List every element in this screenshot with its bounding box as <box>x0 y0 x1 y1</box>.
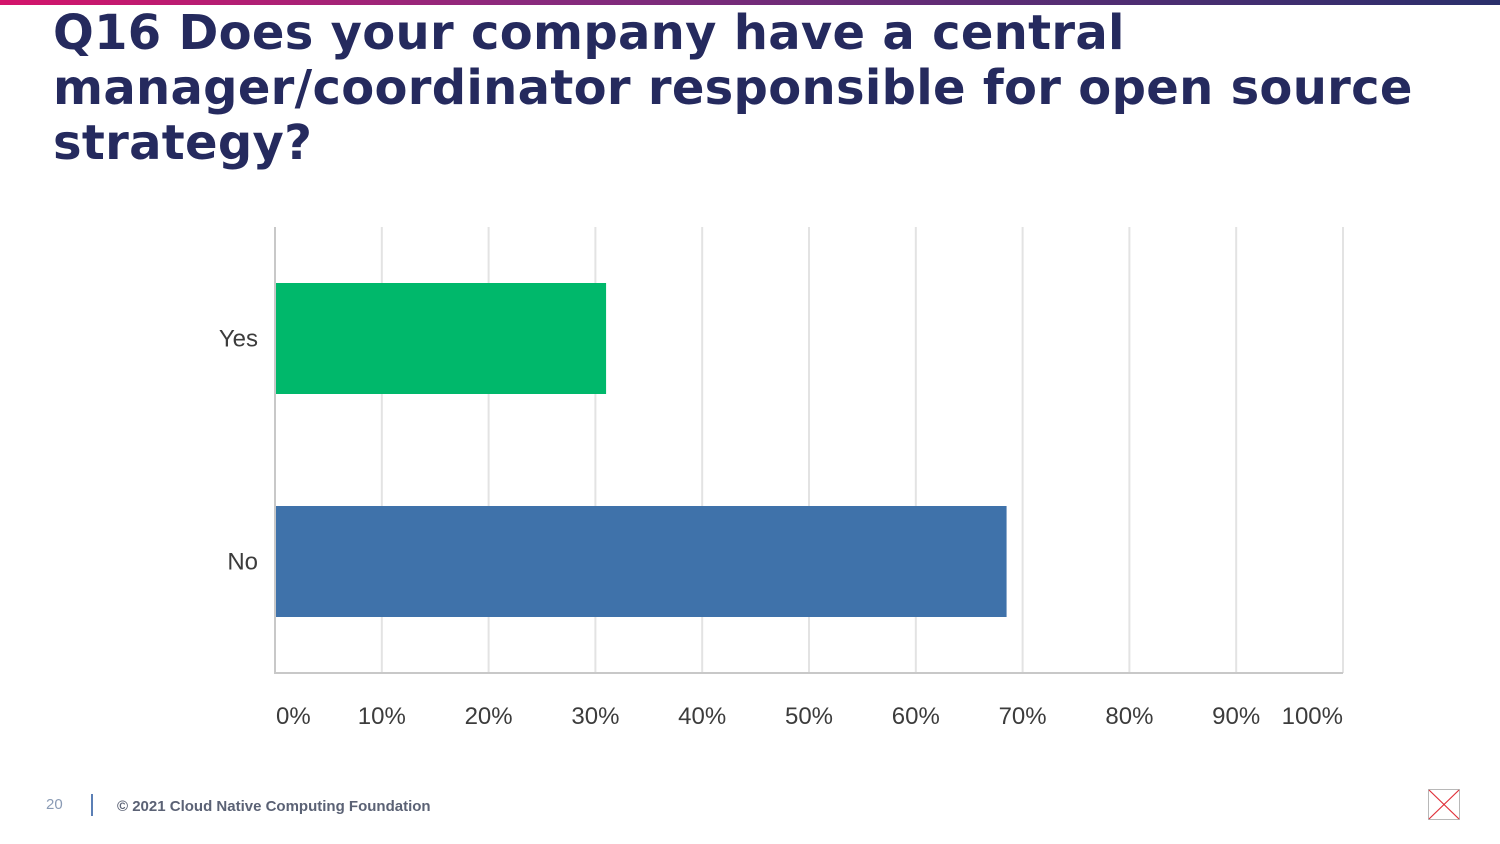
image-placeholder-icon <box>1428 789 1460 820</box>
copyright-text: © 2021 Cloud Native Computing Foundation <box>117 798 431 815</box>
x-tick-label-20: 20% <box>465 703 513 730</box>
x-tick-label-100: 100% <box>1282 703 1343 730</box>
x-tick-label-40: 40% <box>678 703 726 730</box>
x-tick-label-80: 80% <box>1105 703 1153 730</box>
x-tick-label-30: 30% <box>571 703 619 730</box>
x-tick-label-60: 60% <box>892 703 940 730</box>
bar-yes <box>276 283 607 394</box>
category-labels: Yes No <box>219 326 258 576</box>
category-label-yes: Yes <box>219 326 258 353</box>
bars <box>276 283 1007 617</box>
footer-divider <box>91 794 93 816</box>
x-tick-labels: 0% 10% 20% 30% 40% 50% 60% 70% 80% 90% 100% <box>276 703 1343 730</box>
page-number: 20 <box>46 796 63 813</box>
x-tick-label-50: 50% <box>785 703 833 730</box>
top-accent-bar <box>0 0 1500 5</box>
x-tick-label-90: 90% <box>1212 703 1260 730</box>
x-tick-label-10: 10% <box>358 703 406 730</box>
page-title: Q16 Does your company have a central man… <box>53 5 1413 171</box>
x-tick-label-70: 70% <box>999 703 1047 730</box>
category-label-no: No <box>227 549 258 576</box>
bar-no <box>276 506 1007 617</box>
axes <box>274 227 1343 674</box>
x-tick-label-0: 0% <box>276 703 311 730</box>
